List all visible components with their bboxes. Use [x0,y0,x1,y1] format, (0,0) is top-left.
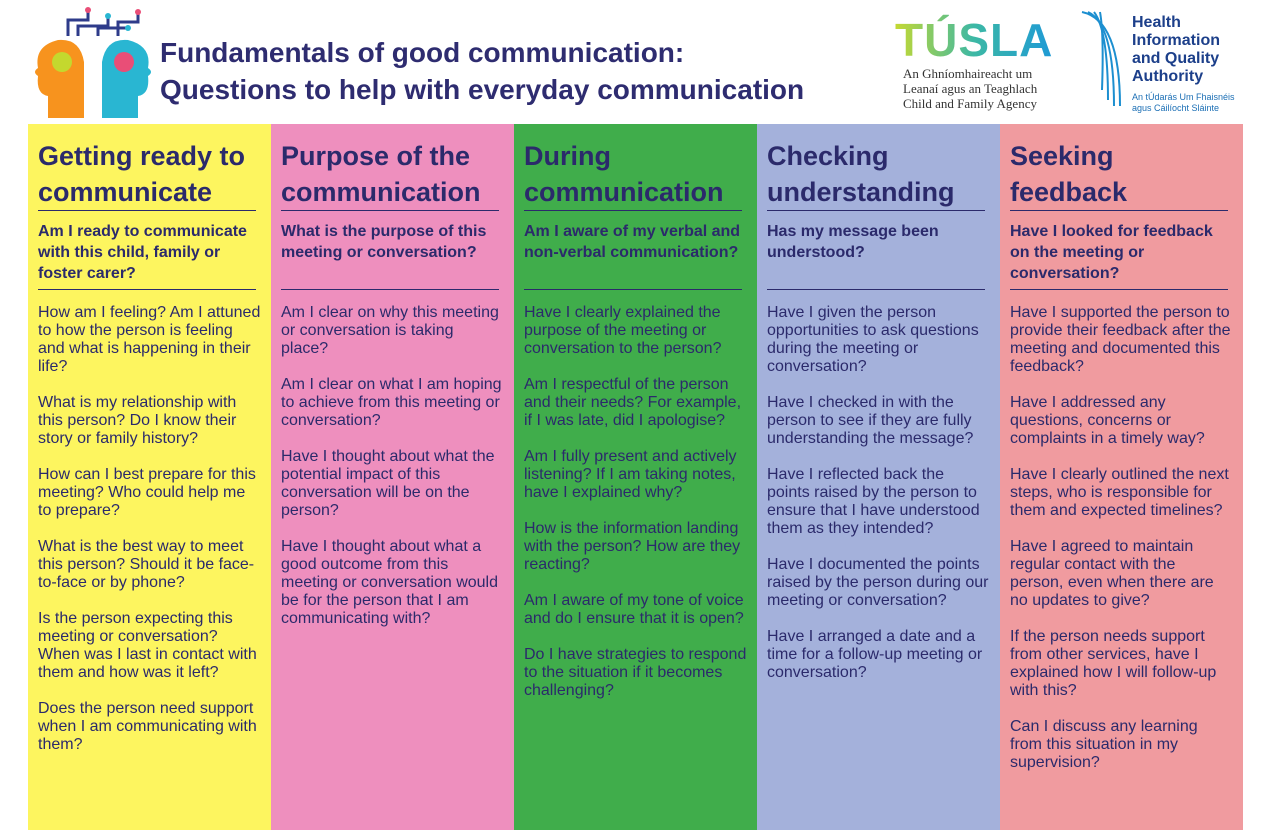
hiqa-line: Authority [1132,68,1204,85]
question: Have I arranged a date and a time for a … [767,628,983,681]
question: Have I agreed to maintain regular contac… [1010,538,1214,609]
question: Have I given the person opportunities to… [767,304,979,375]
divider [38,210,256,211]
divider [281,289,499,290]
question: Have I checked in with the person to see… [767,394,974,447]
question: Have I supported the person to provide t… [1010,304,1231,375]
column-title: Getting ready to communicate [38,141,246,207]
divider [1010,289,1228,290]
column: Seeking feedback Have I looked for feedba… [1000,124,1243,830]
divider [767,289,985,290]
divider [767,210,985,211]
divider [1010,210,1228,211]
divider [38,289,256,290]
tusla-line: An Ghníomhaireacht um [903,66,1033,81]
column-title: Purpose of the communication [281,141,481,207]
key-question: Has my message been understood? [767,223,939,261]
hiqa-line: Information [1132,32,1220,49]
columns: Getting ready to communicate Am I ready t… [28,124,1243,830]
question: Have I thought about what a good outcome… [281,538,499,627]
column-title: Checking understanding [767,141,955,207]
hiqa-irish-line: agus Cáilíocht Sláinte [1132,103,1220,113]
title-line: Fundamentals of good communication: [160,37,685,68]
question: Do I have strategies to respond to the s… [524,646,747,699]
question: Am I clear on why this meeting or conver… [281,304,499,357]
divider [281,210,499,211]
key-question: Am I aware of my verbal and non-verbal c… [524,223,741,261]
question: Am I respectful of the person and their … [524,376,742,429]
question: Am I clear on what I am hoping to achiev… [281,376,502,429]
title-line: Questions to help with everyday communic… [160,74,805,105]
tusla-line: Child and Family Agency [903,96,1037,111]
hiqa-line: Health [1132,14,1181,31]
question: Can I discuss any learning from this sit… [1010,718,1198,771]
question: Have I addressed any questions, concerns… [1010,394,1205,447]
question-list: Have I given the person opportunities to… [767,304,990,682]
divider [524,289,742,290]
tusla-line: Leanaí agus an Teaghlach [903,81,1038,96]
question: Have I clearly outlined the next steps, … [1010,466,1229,519]
column: During communication Am I aware of my ver… [514,124,757,830]
question-list: Am I clear on why this meeting or conver… [281,304,504,628]
hiqa-line: and Quality [1132,50,1220,67]
key-question: Have I looked for feedback on the meetin… [1010,223,1213,282]
header-title: Fundamentals of good communication: Ques… [160,34,804,108]
column: Checking understanding Has my message bee… [757,124,1000,830]
question: Have I thought about what the potential … [281,448,495,519]
question: Am I aware of my tone of voice and do I … [524,592,744,627]
question: Am I fully present and actively listenin… [524,448,737,501]
hiqa-irish-line: An tÚdarás Um Fhaisnéis [1132,92,1235,102]
key-question: Am I ready to communicate with this chil… [38,223,247,282]
key-question: What is the purpose of this meeting or c… [281,223,487,261]
column-title: During communication [524,141,724,207]
question: What is the best way to meet this person… [38,538,255,591]
tusla-logo: TÚSLA An Ghníomhaireacht um Leanaí agus … [895,14,1053,111]
question: How is the information landing with the … [524,520,741,573]
question-list: How am I feeling? Am I attuned to how th… [38,304,261,754]
question-list: Have I supported the person to provide t… [1010,304,1233,772]
column: Getting ready to communicate Am I ready t… [28,124,271,830]
hiqa-emblem [1081,11,1121,107]
question: Does the person need support when I am c… [38,700,257,753]
communication-icon [35,7,151,118]
question: Have I reflected back the points raised … [767,466,980,537]
question: How can I best prepare for this meeting?… [38,466,256,519]
column: Purpose of the communication What is the … [271,124,514,830]
question-list: Have I clearly explained the purpose of … [524,304,747,700]
question: Have I documented the points raised by t… [767,556,989,609]
question: What is my relationship with this person… [38,394,237,447]
tusla-name: TÚSLA [895,14,1054,66]
divider [524,210,742,211]
column-title: Seeking feedback [1010,141,1128,207]
question: Have I clearly explained the purpose of … [524,304,722,357]
question: If the person needs support from other s… [1010,628,1217,699]
question: Is the person expecting this meeting or … [38,610,257,681]
question: How am I feeling? Am I attuned to how th… [38,304,261,375]
